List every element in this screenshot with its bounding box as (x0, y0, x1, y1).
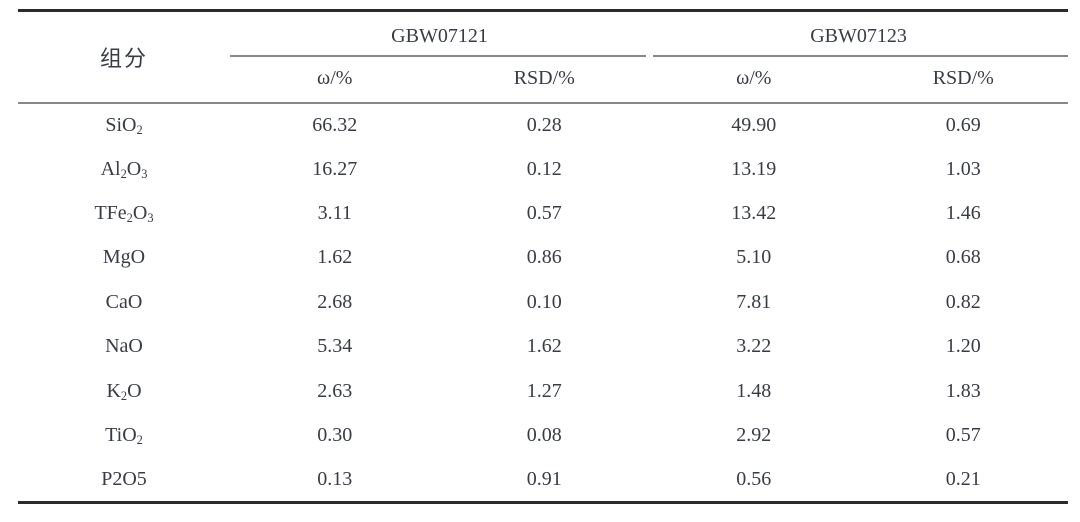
value-cell: 0.69 (945, 113, 981, 136)
subheader-rsd-gbw07121: RSD/% (439, 55, 650, 104)
value-cell: 0.56 (736, 467, 772, 490)
subheader-omega-gbw07121: ω/% (230, 55, 440, 104)
value-cell: 13.19 (731, 157, 777, 180)
value-cell: 5.34 (317, 335, 353, 358)
table-body: SiO2 66.32 0.28 49.90 0.69 Al2O3 16.27 0.12 13.1… (18, 103, 1068, 503)
table-row: NaO 5.34 1.62 3.22 1.20 (18, 324, 1068, 368)
value-cell: 0.57 (526, 201, 562, 224)
value-cell: 13.42 (731, 201, 777, 224)
table-header: 组分 GBW07121 GBW07123 ω/% RSD/% ω/% RSD/% (18, 10, 1069, 104)
subheader-omega-gbw07123: ω/% (649, 55, 859, 104)
group-header-gbw07123: GBW07123 (649, 11, 1069, 56)
value-cell: 0.08 (526, 423, 562, 446)
value-cell: 0.12 (526, 157, 562, 180)
component-cell: TFe2O3 (94, 201, 154, 226)
value-cell: 0.10 (526, 290, 562, 313)
table-row: Al2O3 16.27 0.12 13.19 1.03 (18, 147, 1068, 191)
value-cell: 0.57 (945, 423, 981, 446)
component-cell: K2O (106, 379, 142, 403)
component-cell: TiO2 (105, 423, 143, 448)
value-cell: 16.27 (312, 157, 358, 180)
value-cell: 1.83 (945, 379, 981, 402)
component-cell: CaO (105, 290, 143, 313)
value-cell: 1.46 (945, 201, 981, 224)
value-cell: 0.30 (317, 423, 353, 446)
value-cell: 1.62 (317, 246, 353, 269)
value-cell: 49.90 (731, 113, 777, 136)
table-row: P2O5 0.13 0.91 0.56 0.21 (18, 458, 1068, 502)
table-row: MgO 1.62 0.86 5.10 0.68 (18, 236, 1068, 280)
component-cell: P2O5 (101, 467, 147, 490)
table-row: SiO2 66.32 0.28 49.90 0.69 (18, 103, 1068, 147)
value-cell: 2.63 (317, 379, 353, 402)
value-cell: 2.92 (736, 423, 772, 446)
value-cell: 0.28 (526, 113, 562, 136)
value-cell: 7.81 (736, 290, 772, 313)
value-cell: 0.86 (526, 246, 562, 269)
value-cell: 5.10 (736, 246, 772, 269)
value-cell: 66.32 (312, 113, 358, 136)
subheader-rsd-gbw07123: RSD/% (858, 55, 1069, 104)
component-cell: NaO (105, 335, 143, 358)
subheader-row: ω/% RSD/% ω/% RSD/% (18, 55, 1069, 104)
component-cell: Al2O3 (100, 157, 148, 181)
column-header-component: 组分 (18, 10, 230, 104)
composition-table: 组分 GBW07121 GBW07123 ω/% RSD/% ω/% RSD/%… (18, 9, 1069, 504)
value-cell: 3.11 (317, 201, 352, 224)
value-cell: 2.68 (317, 290, 353, 313)
value-cell: 1.27 (526, 379, 562, 402)
table-row: K2O 2.63 1.27 1.48 1.83 (18, 369, 1068, 413)
value-cell: 1.03 (945, 157, 981, 180)
value-cell: 0.21 (945, 467, 981, 490)
group-header-row: 组分 GBW07121 GBW07123 (18, 10, 1069, 104)
table-row: TiO2 0.30 0.08 2.92 0.57 (18, 413, 1068, 457)
value-cell: 0.91 (526, 467, 562, 490)
value-cell: 1.20 (945, 335, 981, 358)
value-cell: 0.13 (317, 467, 353, 490)
table-row: CaO 2.68 0.10 7.81 0.82 (18, 280, 1068, 324)
table-row: TFe2O3 3.11 0.57 13.42 1.46 (18, 191, 1068, 235)
value-cell: 3.22 (736, 335, 772, 358)
component-cell: SiO2 (105, 113, 143, 137)
value-cell: 0.82 (945, 290, 981, 313)
group-header-gbw07121: GBW07121 (230, 11, 649, 56)
value-cell: 1.48 (736, 379, 772, 402)
value-cell: 0.68 (945, 246, 981, 269)
value-cell: 1.62 (526, 335, 562, 358)
component-cell: MgO (102, 246, 146, 269)
